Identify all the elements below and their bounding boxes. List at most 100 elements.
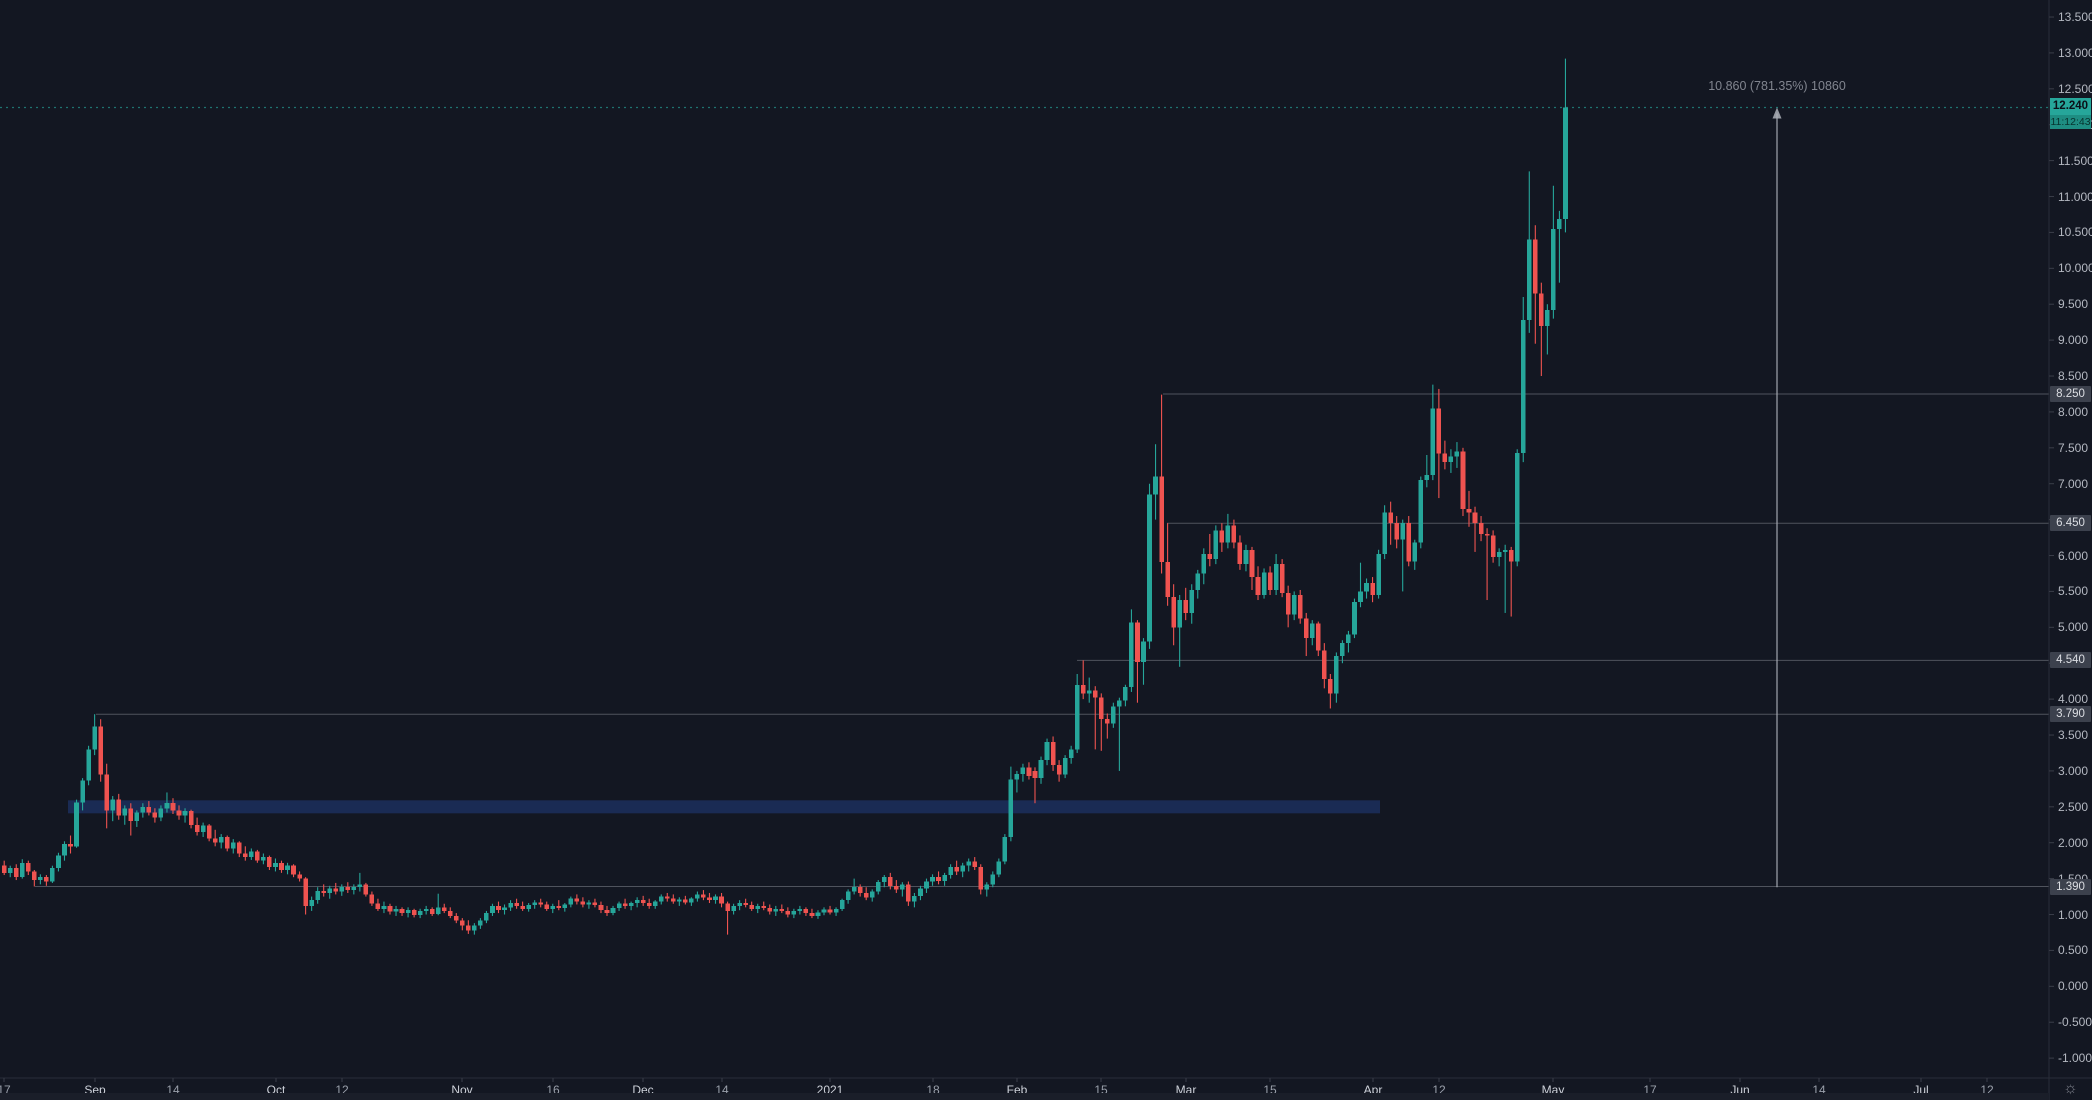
candle[interactable] (230, 839, 236, 854)
candle[interactable] (683, 895, 688, 905)
candle[interactable] (1406, 516, 1412, 567)
candle[interactable] (1008, 766, 1014, 842)
candle[interactable] (1092, 686, 1098, 750)
candle[interactable] (1514, 449, 1520, 567)
candle[interactable] (634, 897, 640, 908)
candle[interactable] (978, 864, 984, 895)
candle[interactable] (86, 745, 91, 786)
candle[interactable] (743, 898, 748, 908)
candle[interactable] (134, 810, 140, 827)
candle[interactable] (1400, 519, 1405, 592)
candle[interactable] (1159, 394, 1164, 574)
candle[interactable] (1056, 760, 1062, 782)
candle[interactable] (646, 898, 652, 909)
candle[interactable] (1219, 523, 1225, 552)
candle[interactable] (345, 882, 351, 893)
candle[interactable] (1062, 755, 1068, 779)
candle[interactable] (1460, 447, 1466, 517)
candle[interactable] (966, 858, 971, 872)
candle[interactable] (912, 892, 917, 908)
candle[interactable] (1020, 763, 1026, 782)
candle[interactable] (26, 860, 31, 876)
candle[interactable] (460, 918, 465, 931)
candle[interactable] (1466, 490, 1472, 527)
candle[interactable] (544, 901, 550, 911)
candle[interactable] (122, 805, 128, 825)
candle[interactable] (321, 884, 326, 897)
candle[interactable] (773, 905, 779, 916)
candle[interactable] (1412, 539, 1418, 570)
candle[interactable] (1225, 513, 1231, 549)
candle[interactable] (984, 882, 990, 897)
candle[interactable] (1309, 620, 1315, 646)
candle[interactable] (1352, 598, 1357, 639)
candle[interactable] (869, 889, 875, 902)
candle[interactable] (1050, 736, 1056, 771)
candle[interactable] (532, 900, 537, 909)
candle[interactable] (845, 889, 851, 904)
candle[interactable] (695, 891, 700, 902)
candle[interactable] (996, 858, 1002, 878)
candle[interactable] (375, 898, 381, 911)
candle[interactable] (478, 918, 483, 929)
candle[interactable] (1563, 58, 1568, 233)
candle[interactable] (279, 860, 284, 873)
candle[interactable] (616, 901, 622, 911)
candle[interactable] (1472, 506, 1478, 552)
candle[interactable] (677, 897, 682, 906)
candle[interactable] (900, 882, 905, 897)
candle[interactable] (339, 884, 345, 896)
candle[interactable] (387, 903, 393, 915)
candle[interactable] (881, 875, 887, 888)
candle[interactable] (767, 904, 773, 915)
candle[interactable] (701, 890, 706, 901)
candle[interactable] (671, 894, 676, 904)
candle[interactable] (725, 901, 730, 935)
candle[interactable] (658, 894, 664, 905)
candle[interactable] (875, 880, 881, 895)
candle[interactable] (273, 858, 278, 872)
candle[interactable] (333, 882, 339, 895)
candle[interactable] (1557, 210, 1562, 283)
candle[interactable] (827, 905, 833, 915)
candle[interactable] (689, 897, 694, 906)
candle[interactable] (1267, 566, 1273, 596)
candle[interactable] (1177, 595, 1182, 667)
candle[interactable] (212, 829, 218, 847)
candle[interactable] (1086, 677, 1092, 703)
candle[interactable] (1328, 673, 1333, 709)
candle[interactable] (484, 910, 489, 924)
candle[interactable] (803, 907, 809, 916)
candle[interactable] (1502, 544, 1508, 613)
candle[interactable] (719, 892, 724, 908)
candle[interactable] (164, 792, 170, 813)
candle[interactable] (1044, 738, 1050, 766)
candle[interactable] (1334, 652, 1339, 703)
candle[interactable] (405, 907, 411, 918)
candle[interactable] (707, 892, 712, 904)
candle[interactable] (13, 864, 19, 881)
candle[interactable] (1231, 519, 1237, 549)
candle[interactable] (224, 835, 230, 852)
candle[interactable] (1388, 501, 1393, 545)
candle[interactable] (411, 908, 417, 918)
candle[interactable] (327, 885, 333, 899)
candle[interactable] (1189, 584, 1195, 624)
candle[interactable] (1436, 388, 1442, 499)
candle[interactable] (1484, 528, 1490, 601)
candle[interactable] (954, 860, 959, 876)
candle[interactable] (1424, 454, 1430, 488)
candle[interactable] (785, 907, 791, 918)
candle[interactable] (1376, 549, 1381, 599)
candle[interactable] (1370, 577, 1375, 603)
candle[interactable] (857, 884, 863, 897)
candle[interactable] (1478, 516, 1484, 542)
candle[interactable] (550, 903, 556, 914)
candle[interactable] (833, 907, 839, 916)
candle[interactable] (44, 875, 49, 886)
candle[interactable] (514, 898, 519, 909)
candle[interactable] (1291, 591, 1297, 621)
candle[interactable] (466, 920, 471, 934)
candle[interactable] (1490, 530, 1496, 563)
candle[interactable] (1111, 702, 1116, 728)
